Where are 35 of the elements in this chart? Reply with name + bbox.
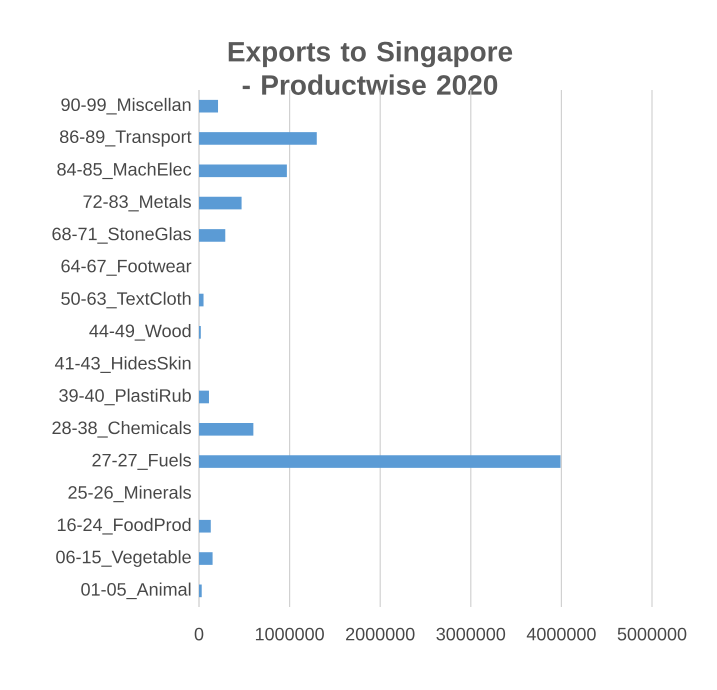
x-tick-label: 1000000	[256, 628, 324, 640]
bar	[199, 294, 204, 306]
y-tick-label: 01-05_Animal	[81, 582, 190, 600]
bar	[199, 390, 209, 404]
x-tick-label: 5000000	[618, 628, 686, 640]
bar	[199, 164, 287, 178]
bar	[199, 196, 242, 210]
y-tick-label: 27-27_Fuels	[92, 453, 191, 470]
bar	[199, 552, 213, 565]
y-tick-label: 39-40_PlastiRub	[59, 388, 191, 406]
y-tick-label: 06-15_Vegetable	[56, 550, 191, 567]
chart-title: Exports to Singapore - Productwise 2020	[228, 41, 512, 95]
y-tick-label: 86-89_Transport	[60, 130, 192, 147]
bar	[199, 520, 211, 533]
x-tick-label: 3000000	[436, 628, 506, 640]
y-tick-label: 84-85_MachElec	[57, 162, 192, 180]
y-tick-label: 41-43_HidesSkin	[54, 356, 190, 373]
y-tick-label: 28-38_Chemicals	[52, 420, 191, 438]
bar	[199, 584, 202, 598]
bar	[199, 100, 218, 112]
y-tick-label: 64-67_Footwear	[61, 260, 192, 276]
y-tick-label: 90-99_Miscellan	[61, 98, 190, 114]
bar	[199, 132, 317, 145]
y-tick-label: 25-26_Minerals	[68, 486, 191, 502]
y-tick-label: 72-83_Metals	[83, 194, 191, 212]
x-tick-label: 4000000	[526, 628, 596, 640]
y-tick-label: 44-49_Wood	[89, 324, 190, 341]
bar	[199, 229, 226, 242]
y-tick-label: 50-63_TextCloth	[61, 292, 190, 308]
y-tick-label: 16-24_FoodProd	[58, 518, 190, 535]
y-tick-label: 68-71_StoneGlas	[52, 227, 191, 244]
x-tick-label: 0	[194, 628, 204, 640]
bar	[199, 455, 560, 468]
x-tick-label: 2000000	[346, 628, 415, 640]
bar	[199, 422, 254, 436]
